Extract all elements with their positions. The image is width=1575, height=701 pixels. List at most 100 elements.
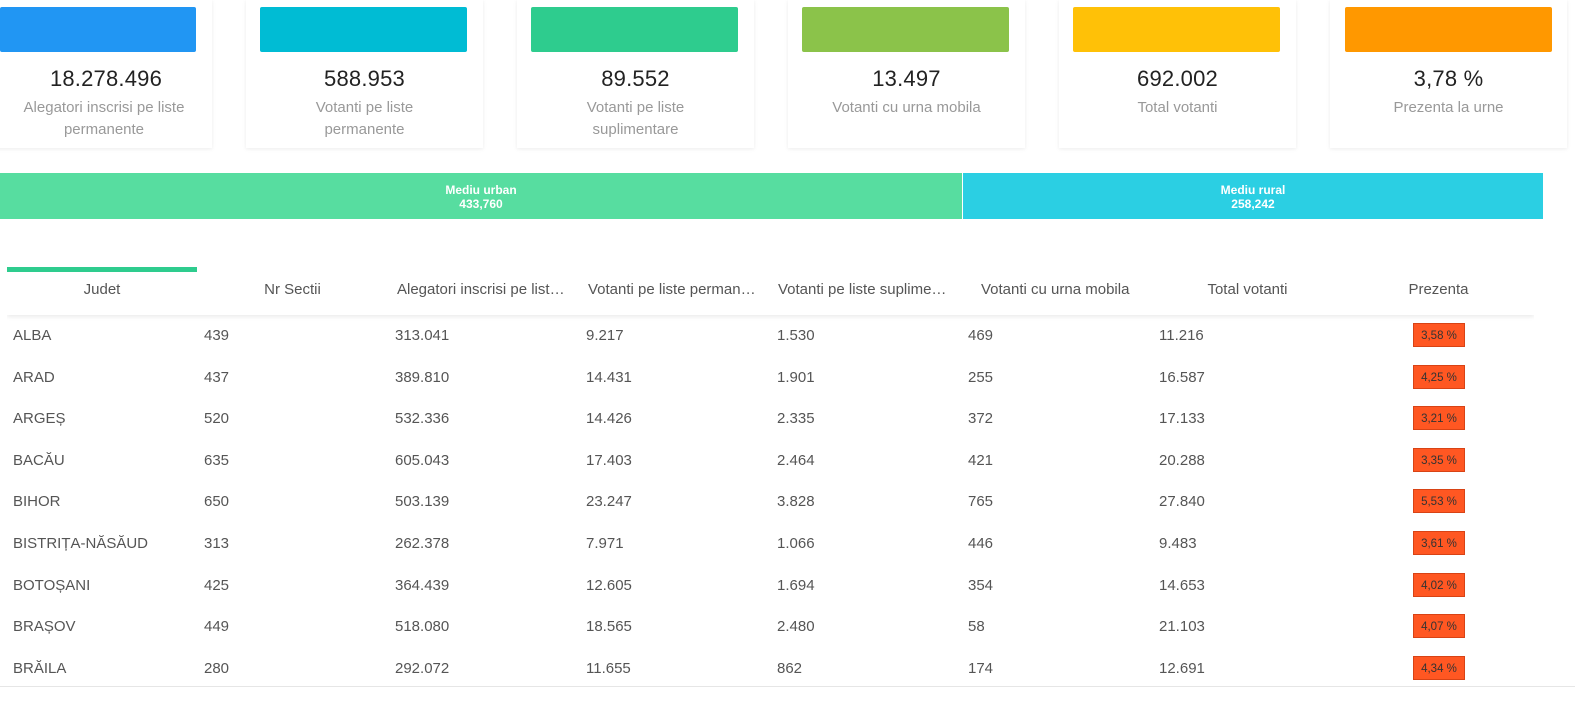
card-label: Total votanti (1137, 99, 1218, 116)
card-color-bar (1073, 7, 1280, 52)
table-cell: 27.840 (1159, 493, 1205, 511)
header-prezenta[interactable]: Prezenta (1408, 281, 1469, 298)
prezenta-badge: 4,07 % (1413, 614, 1465, 639)
table-cell: 532.336 (395, 410, 450, 428)
table-cell: 313.041 (395, 327, 450, 344)
card-value: 13.497 (872, 66, 941, 91)
table-cell: 3.828 (777, 493, 815, 511)
table-cell: 14.426 (586, 410, 632, 428)
table-cell: 439 (204, 327, 230, 344)
header-nr-sectii[interactable]: Nr Sectii (264, 281, 321, 298)
card-label: Votanti cu urna mobila (832, 99, 981, 116)
table-row[interactable]: ALBA 439 313.041 9.217 1.530 469 11.216 3,58 % (7, 315, 1534, 357)
rural-label: Mediu rural (1220, 183, 1286, 197)
header-votanti-suplimentare[interactable]: Votanti pe liste suplimentare (778, 281, 957, 298)
table-cell: 1.066 (777, 535, 815, 552)
prezenta-badge: 3,21 % (1413, 406, 1465, 431)
prezenta-badge: 3,58 % (1413, 323, 1465, 347)
card-label: Votanti pe liste suplimentare (586, 99, 685, 138)
prezenta-badge: 3,61 % (1413, 531, 1465, 555)
table-cell: 11.655 (586, 659, 631, 677)
card-color-bar (0, 7, 196, 52)
table-cell: 280 (204, 659, 230, 677)
table-row[interactable]: BRAȘOV 449 518.080 18.565 2.480 58 21.103 4,07 … (7, 606, 1534, 648)
card-color-bar (531, 7, 738, 52)
card-value: 18.278.496 (49, 66, 163, 91)
table-cell: 14.653 (1159, 576, 1205, 594)
table-cell: 1.901 (777, 368, 815, 386)
table-cell: 503.139 (395, 493, 450, 511)
table-cell: 7.971 (586, 535, 624, 552)
stat-card-urna-mobila: 13.497 Votanti cu urna mobila (788, 0, 1025, 148)
table-cell: 446 (968, 535, 994, 552)
table-row[interactable]: BOTOȘANI 425 364.439 12.605 1.694 354 14.653 4,… (7, 565, 1534, 607)
cell-judet: BACĂU (13, 451, 65, 469)
table-cell: 1.530 (777, 327, 815, 344)
table-cell: 20.288 (1159, 451, 1205, 469)
table-row[interactable]: BISTRIȚA-NĂSĂUD 313 262.378 7.971 1.066 446 9.… (7, 523, 1534, 565)
table-cell: 16.587 (1159, 368, 1205, 386)
header-urna-mobila[interactable]: Votanti cu urna mobila (981, 281, 1130, 298)
prezenta-badge: 4,02 % (1413, 572, 1465, 597)
header-total-votanti[interactable]: Total votanti (1207, 281, 1288, 298)
table-cell: 520 (204, 410, 230, 428)
table-cell: 862 (777, 659, 803, 677)
table-row[interactable]: BACĂU 635 605.043 17.403 2.464 421 20.288 3,35 … (7, 440, 1534, 482)
table-cell: 14.431 (586, 368, 632, 386)
rural-value: 258,242 (1231, 197, 1275, 211)
table-cell: 12.605 (586, 576, 632, 594)
header-votanti-permanente[interactable]: Votanti pe liste permanente (588, 281, 767, 298)
cell-judet: ARGEȘ (13, 410, 66, 428)
cell-judet: BRAȘOV (13, 618, 76, 636)
header-alegatori[interactable]: Alegatori inscrisi pe liste permanente (397, 281, 577, 298)
table-cell: 262.378 (395, 535, 450, 552)
table-cell: 354 (968, 576, 994, 594)
urban-value: 433,760 (459, 197, 503, 211)
table-cell: 2.464 (777, 451, 815, 469)
table-header: Judet Nr Sectii Alegatori inscrisi pe li… (7, 267, 1534, 315)
table-cell: 174 (968, 659, 994, 677)
table-cell: 437 (204, 368, 230, 386)
table-cell: 389.810 (395, 368, 450, 386)
table-cell: 255 (968, 368, 994, 386)
cell-judet: BIHOR (13, 493, 61, 511)
card-label: Prezenta la urne (1393, 99, 1504, 116)
table-cell: 11.216 (1159, 327, 1204, 344)
rural-segment[interactable]: Mediu rural 258,242 (963, 173, 1543, 219)
bottom-divider (0, 686, 1575, 701)
table-row[interactable]: BRĂILA 280 292.072 11.655 862 174 12.691 4,34 % (7, 648, 1534, 690)
table-cell: 2.335 (777, 410, 815, 428)
table-cell: 1.694 (777, 576, 815, 594)
table-row[interactable]: BIHOR 650 503.139 23.247 3.828 765 27.840 5,53 … (7, 481, 1534, 523)
table-cell: 421 (968, 451, 994, 469)
stat-card-total-votanti: 692.002 Total votanti (1059, 0, 1296, 148)
table-cell: 364.439 (395, 576, 450, 594)
table-cell: 21.103 (1159, 618, 1205, 636)
cell-judet: BISTRIȚA-NĂSĂUD (13, 535, 149, 552)
prezenta-badge: 5,53 % (1413, 489, 1465, 514)
table-cell: 292.072 (395, 659, 450, 677)
cell-judet: ARAD (13, 368, 55, 386)
table-cell: 518.080 (395, 618, 450, 636)
card-value: 588.953 (324, 66, 405, 91)
header-judet[interactable]: Judet (7, 267, 197, 315)
table-cell: 372 (968, 410, 994, 428)
stat-card-alegatori: 18.278.496 Alegatori inscrisi pe liste p… (0, 0, 212, 148)
table-cell: 2.480 (777, 618, 815, 636)
table-row[interactable]: ARGEȘ 520 532.336 14.426 2.335 372 17.133 3,21 … (7, 398, 1534, 440)
table-cell: 635 (204, 451, 230, 469)
table-cell: 9.217 (586, 327, 624, 344)
table-cell: 12.691 (1159, 659, 1205, 677)
urban-segment[interactable]: Mediu urban 433,760 (0, 173, 962, 219)
stat-card-prezenta: 3,78 % Prezenta la urne (1330, 0, 1567, 148)
card-label: Alegatori inscrisi pe liste permanente (23, 99, 185, 138)
table-cell: 313 (204, 535, 230, 552)
table-cell: 58 (968, 618, 985, 636)
table-row[interactable]: ARAD 437 389.810 14.431 1.901 255 16.587 4,25 % (7, 357, 1534, 399)
card-label: Votanti pe liste permanente (315, 99, 414, 138)
table-cell: 17.403 (586, 451, 632, 469)
results-table: Judet Nr Sectii Alegatori inscrisi pe li… (7, 267, 1534, 700)
table-cell: 650 (204, 493, 230, 511)
prezenta-badge: 4,34 % (1413, 655, 1465, 680)
stat-card-votanti-suplimentare: 89.552 Votanti pe liste suplimentare (517, 0, 754, 148)
